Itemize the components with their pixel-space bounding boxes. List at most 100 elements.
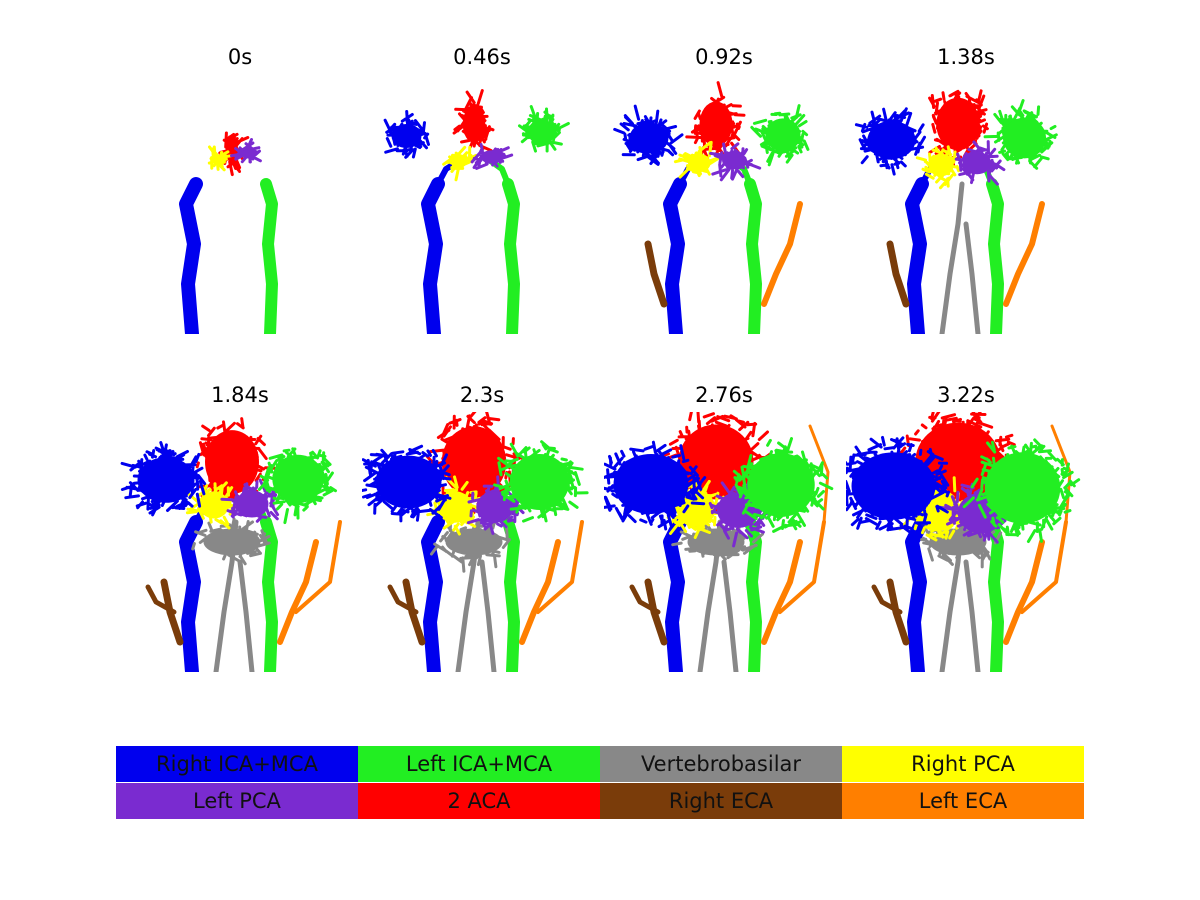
panel-time-label: 1.84s [211, 383, 269, 407]
right-eca [644, 240, 668, 308]
vertebral-artery [939, 181, 965, 334]
right-mca-territory [604, 440, 707, 531]
left-ica-trunk [744, 178, 762, 334]
right-mca-territory [846, 435, 951, 534]
left-ica-trunk [744, 516, 762, 672]
left-pca-territory [954, 140, 1006, 186]
legend-label: Left ECA [918, 789, 1008, 813]
legend-label: Right PCA [911, 752, 1015, 776]
left-mca-territory [962, 438, 1081, 543]
right-ica-trunk [421, 515, 445, 672]
vertebral-artery [721, 559, 739, 672]
panel-time-label: 0.92s [695, 45, 753, 69]
left-mca-territory [732, 437, 834, 533]
legend: Right ICA+MCA Left ICA+MCA Vertebrobasil… [116, 746, 1084, 820]
right-ica-trunk [179, 515, 203, 672]
panel-7: 3.22s [846, 382, 1086, 682]
right-eca [886, 240, 910, 308]
vertebral-artery [479, 559, 497, 672]
legend-item-2-aca: 2 ACA [358, 783, 600, 819]
vessel-render [120, 417, 342, 672]
left-ica-trunk [986, 516, 1004, 672]
left-ica-trunk [502, 516, 520, 672]
legend-item-right-eca: Right ECA [600, 783, 842, 819]
panel-4: 1.84s [120, 382, 360, 682]
right-ica-trunk [179, 177, 203, 334]
right-ica-trunk [663, 515, 687, 672]
legend-item-left-eca: Left ECA [842, 783, 1084, 819]
right-ica-trunk [905, 515, 929, 672]
right-mca-territory [854, 107, 926, 176]
vertebral-artery [963, 221, 981, 334]
right-pca-territory [207, 145, 233, 172]
legend-item-left-pca: Left PCA [116, 783, 358, 819]
legend-label: Right ECA [668, 789, 774, 813]
left-eca [1003, 539, 1045, 645]
panel-2: 0.92s [604, 44, 844, 344]
right-eca-branch [629, 584, 661, 615]
right-eca-branch [145, 584, 177, 615]
vessel-render [179, 131, 278, 334]
vessel-render [383, 89, 570, 334]
left-eca-scalp [808, 424, 830, 524]
panel-5: 2.3s [362, 382, 602, 682]
vessel-render [362, 412, 589, 672]
left-pca-territory [470, 143, 514, 170]
legend-item-left-ica-mca: Left ICA+MCA [358, 746, 600, 782]
right-pca-territory [673, 140, 720, 179]
panel-time-label: 3.22s [937, 383, 995, 407]
panel-time-label: 1.38s [937, 45, 995, 69]
panel-time-label: 2.3s [459, 383, 505, 407]
left-eca [519, 539, 561, 645]
left-mca-territory [983, 99, 1058, 170]
right-mca-territory [362, 444, 452, 523]
legend-item-right-pca: Right PCA [842, 746, 1084, 782]
aca-territory [452, 89, 495, 152]
vessel-render [604, 412, 834, 672]
right-pca-territory [442, 145, 478, 182]
vertebral-artery [963, 559, 981, 672]
left-mca-territory [493, 440, 589, 523]
panel-time-label: 2.76s [695, 383, 753, 407]
vessel-render [846, 412, 1081, 672]
legend-label: 2 ACA [447, 789, 511, 813]
left-mca-territory [518, 105, 570, 153]
right-pca-territory [915, 145, 960, 190]
panel-6: 2.76s [604, 382, 844, 682]
left-ica-trunk [502, 178, 520, 334]
left-mca-territory [750, 104, 810, 167]
right-mca-territory [613, 104, 684, 166]
left-eca [277, 539, 319, 645]
legend-label: Left PCA [193, 789, 281, 813]
aca-territory [685, 81, 746, 162]
right-mca-territory [383, 110, 430, 159]
aca-territory [928, 89, 989, 168]
legend-label: Vertebrobasilar [640, 752, 802, 776]
vertebral-artery [237, 559, 255, 672]
right-eca-branch [387, 584, 419, 615]
left-eca-branch [536, 520, 584, 614]
vessel-render [613, 81, 810, 334]
right-ica-trunk [905, 177, 929, 334]
right-ica-trunk [663, 177, 687, 334]
left-eca [761, 201, 803, 307]
vessel-render [854, 89, 1058, 334]
basilar-branches [191, 517, 271, 566]
legend-label: Right ICA+MCA [156, 752, 318, 776]
left-eca-branch [294, 520, 342, 614]
legend-label: Left ICA+MCA [405, 752, 553, 776]
panel-time-label: 0.46s [453, 45, 511, 69]
left-ica-trunk [260, 178, 278, 334]
left-eca [1003, 201, 1045, 307]
legend-item-vertebrobasilar: Vertebrobasilar [600, 746, 842, 782]
left-pca-territory [220, 478, 280, 523]
legend-item-right-ica-mca: Right ICA+MCA [116, 746, 358, 782]
left-eca-branch [778, 520, 826, 614]
left-mca-territory [257, 447, 337, 525]
left-pca-territory [709, 142, 762, 182]
panel-1: 0.46s [362, 44, 602, 344]
panel-0: 0s [120, 44, 360, 344]
left-ica-trunk [986, 178, 1004, 334]
right-mca-territory [120, 441, 207, 517]
